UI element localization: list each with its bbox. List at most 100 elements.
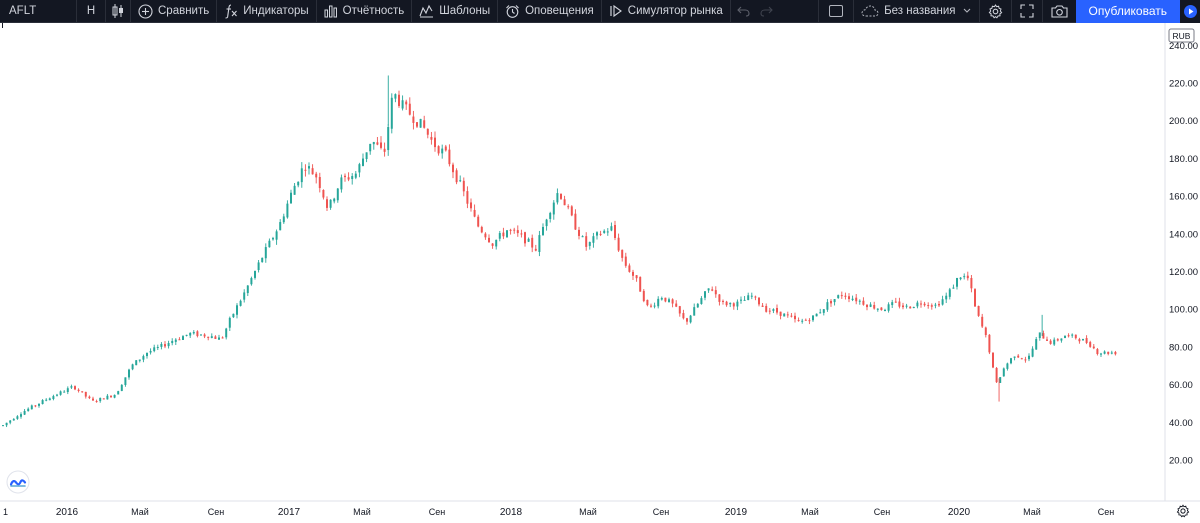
interval-button[interactable]: H xyxy=(77,0,105,23)
candle-up xyxy=(308,162,310,175)
candle-up xyxy=(545,218,548,231)
candle-down xyxy=(639,276,642,292)
candle-up xyxy=(851,295,854,302)
candle-up xyxy=(239,299,242,307)
candle-up xyxy=(603,229,606,234)
reports-label: Отчётность xyxy=(342,5,405,17)
candle-down xyxy=(221,336,224,339)
layout-select-button[interactable] xyxy=(819,0,853,23)
candle-down xyxy=(207,336,210,341)
candle-down xyxy=(77,388,80,393)
candle-up xyxy=(588,241,591,250)
candle-down xyxy=(711,286,714,292)
replay-button[interactable] xyxy=(1180,0,1200,23)
candle-down xyxy=(203,333,206,339)
candle-down xyxy=(804,318,807,321)
candle-down xyxy=(466,186,469,209)
candle-up xyxy=(5,422,8,428)
candle-down xyxy=(455,168,458,185)
templates-icon xyxy=(419,4,434,18)
candle-up xyxy=(290,189,292,204)
simulator-button[interactable]: Симулятор рынка xyxy=(602,0,730,23)
candle-up xyxy=(56,393,58,397)
price-axis[interactable]: 20.00 40.00 60.00 80.00 100.00 120.00 140.00 16… xyxy=(1169,41,1198,467)
candle-up xyxy=(275,229,278,245)
compare-button[interactable]: Сравнить xyxy=(131,0,216,23)
candle-up xyxy=(887,302,890,313)
price-tick-label: 140.00 xyxy=(1169,229,1198,240)
candle-down xyxy=(452,162,454,179)
tradingview-logo[interactable] xyxy=(6,470,30,494)
candle-down xyxy=(448,144,451,167)
candle-down xyxy=(873,301,876,310)
candle-down xyxy=(34,405,37,408)
candle-up xyxy=(38,403,40,408)
toolbar-divider xyxy=(411,0,413,23)
time-axis[interactable]: 1 2016 Май Сен 2017 Май Сен 2018 Май Сен 2019 Май Се… xyxy=(3,507,1114,518)
settings-button[interactable] xyxy=(980,0,1011,23)
candle-up xyxy=(41,399,44,405)
candle-down xyxy=(1024,356,1027,363)
candle-up xyxy=(358,162,361,178)
time-tick-label: Май xyxy=(1023,507,1041,517)
gear-icon[interactable] xyxy=(1176,504,1190,518)
price-tick-label: 240.00 xyxy=(1169,41,1198,52)
candle-up xyxy=(538,230,541,257)
fullscreen-button[interactable] xyxy=(1012,0,1042,23)
toolbar-divider xyxy=(105,0,106,23)
cloud-icon xyxy=(861,5,879,17)
time-tick-label: Сен xyxy=(429,507,446,517)
candle-up xyxy=(912,306,915,309)
candle-up xyxy=(272,236,274,241)
candle-up xyxy=(959,277,962,281)
candle-down xyxy=(315,171,318,184)
candle-down xyxy=(632,269,634,280)
candle-up xyxy=(1064,335,1066,339)
candle-up xyxy=(401,95,404,111)
templates-button[interactable]: Шаблоны xyxy=(412,0,497,23)
time-tick-label: Сен xyxy=(1098,507,1115,517)
candle-down xyxy=(855,293,858,305)
candle-up xyxy=(1100,352,1102,358)
candle-up xyxy=(351,173,354,185)
candle-down xyxy=(650,303,652,308)
candle-up xyxy=(826,299,829,312)
publish-button[interactable]: Опубликовать xyxy=(1075,0,1180,23)
candle-up xyxy=(1060,338,1063,343)
candle-up xyxy=(858,299,861,305)
bar-chart-icon xyxy=(324,5,337,18)
candle-down xyxy=(488,234,490,243)
candle-up xyxy=(200,334,202,336)
price-tick-label: 200.00 xyxy=(1169,116,1198,127)
candle-down xyxy=(1017,354,1020,358)
indicators-button[interactable]: Индикаторы xyxy=(217,0,315,23)
candle-up xyxy=(1038,332,1041,341)
time-tick-label: Сен xyxy=(208,507,225,517)
undo-icon[interactable] xyxy=(737,6,750,17)
candle-up xyxy=(149,348,152,355)
redo-icon[interactable] xyxy=(760,6,773,17)
reports-button[interactable]: Отчётность xyxy=(317,0,412,23)
candle-down xyxy=(322,189,325,200)
candle-up xyxy=(99,397,102,403)
candle-down xyxy=(408,97,411,116)
candle-down xyxy=(1020,357,1023,360)
candle-down xyxy=(380,136,382,150)
candle-up xyxy=(23,409,26,416)
alerts-button[interactable]: Оповещения xyxy=(498,0,601,23)
toolbar-divider xyxy=(978,0,980,23)
price-chart[interactable]: 20.00 40.00 60.00 80.00 100.00 120.00 140.00 16… xyxy=(0,23,1200,523)
layout-icon xyxy=(829,5,844,17)
chart-style-button[interactable] xyxy=(106,0,130,23)
candle-down xyxy=(624,252,627,268)
snapshot-button[interactable] xyxy=(1043,0,1076,23)
time-tick-label: Сен xyxy=(653,507,670,517)
candle-up xyxy=(131,363,134,371)
time-tick-label: Май xyxy=(353,507,371,517)
candle-down xyxy=(862,297,865,306)
symbol-search-button[interactable]: AFLT xyxy=(0,0,76,23)
candle-up xyxy=(113,394,116,399)
time-tick-label: 2018 xyxy=(500,507,523,518)
save-layout-button[interactable]: Без названия xyxy=(854,0,978,23)
candle-down xyxy=(671,298,674,308)
